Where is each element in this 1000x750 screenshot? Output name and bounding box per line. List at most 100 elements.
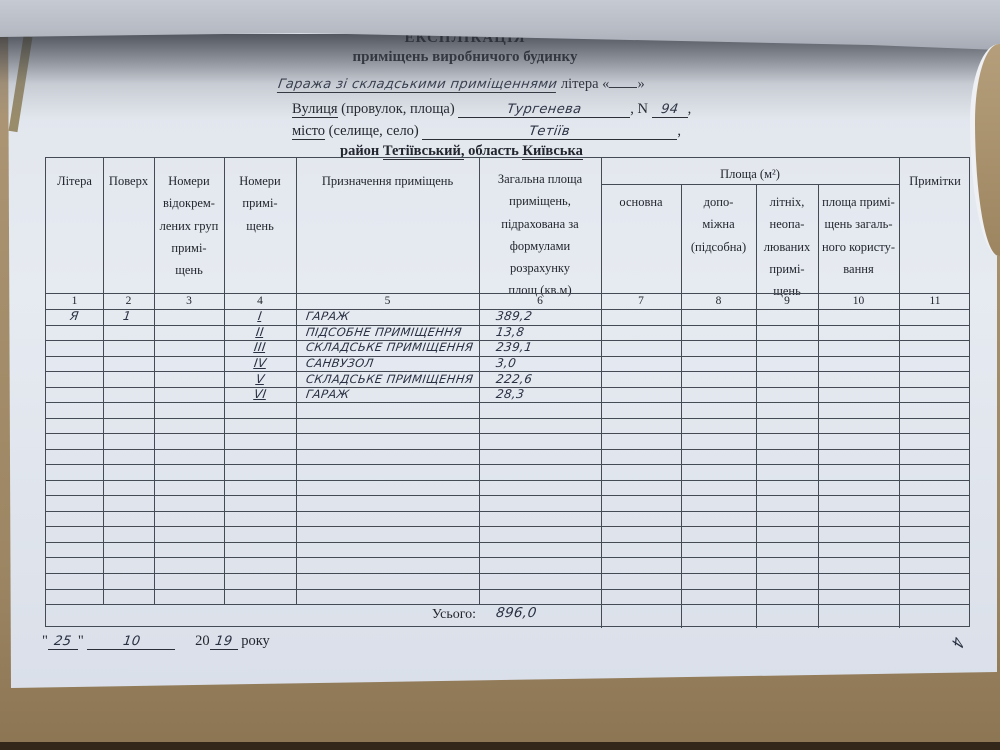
table-hline: [46, 433, 969, 435]
city-label: місто: [292, 123, 326, 140]
hw-room-number: II: [255, 325, 265, 339]
table-hline: [46, 417, 969, 419]
row-number: III: [232, 340, 288, 355]
hw-page-number: 4: [948, 634, 967, 652]
hw-area: 3,0: [495, 356, 518, 370]
street-number-handwritten: 94: [660, 102, 680, 117]
region-middle: область: [468, 143, 519, 159]
col-header-prymitky: Примітки: [909, 174, 961, 188]
col-header-purpose: Призначення приміщень: [321, 174, 454, 188]
street-label-rest: (провулок, площа): [337, 101, 455, 117]
row-area: 239,1: [495, 340, 586, 355]
explication-table: Літера Поверх Номери відокрем- лених гру…: [45, 157, 970, 628]
col-header-poverh: Поверх: [108, 174, 149, 188]
city-handwritten-value: Тетіїв: [528, 124, 572, 139]
col-header-litera: Літера: [57, 174, 92, 188]
month-field: 10: [87, 634, 176, 650]
year-suffix: року: [241, 633, 270, 649]
total-label: Усього:: [431, 607, 476, 622]
city-label-rest: (селище, село): [325, 123, 419, 139]
hw-room-number: V: [254, 372, 266, 386]
street-label: Вулиця: [292, 101, 338, 118]
table-vline: [681, 184, 682, 628]
table-hline: [46, 293, 969, 294]
hw-area: 28,3: [495, 387, 526, 401]
column-number: 8: [715, 295, 722, 307]
row-purpose: ГАРАЖ: [305, 309, 506, 324]
street-value-field: Тургенева: [458, 102, 631, 118]
table-vline: [899, 158, 900, 628]
hw-room-number: IV: [252, 356, 268, 370]
row-purpose: ПІДСОБНЕ ПРИМІЩЕННЯ: [305, 325, 506, 340]
hw-room-number: VI: [252, 387, 268, 401]
table-vline: [601, 158, 602, 628]
document-subtitle: приміщень виробничого будинку: [352, 49, 578, 65]
object-handwritten-value: Гаража зі складськими приміщеннями: [276, 77, 559, 93]
object-line: Гаража зі складськими приміщеннями літер…: [276, 76, 645, 93]
row-purpose: САНВУЗОЛ: [305, 356, 506, 371]
col-header-group-numbers: Номери відокрем- лених груп примі- щень: [159, 174, 219, 278]
row-number: V: [232, 372, 288, 387]
table-hline: [46, 510, 969, 512]
row-floor: 1: [108, 309, 146, 324]
col-header-room-numbers: Номери примі- щень: [239, 174, 281, 233]
table-hline: [46, 573, 969, 574]
hw-year: 19: [213, 634, 234, 649]
litera-blank-field: [609, 87, 638, 88]
hw-purpose: ГАРАЖ: [305, 387, 351, 401]
page-number: 4: [947, 634, 967, 652]
col-header-zagalnogo: площа примі- щень загаль- ного користу- …: [821, 195, 896, 276]
table-hline: [46, 464, 969, 466]
hw-room-number: I: [257, 309, 263, 323]
street-line: Вулиця (провулок, площа) Тургенева , N 94…: [292, 101, 691, 118]
hw-area: 239,1: [495, 340, 534, 354]
column-number: 1: [71, 295, 78, 307]
city-tail: ,: [677, 123, 682, 139]
region-line: район Тетіївський, область Київська: [340, 143, 583, 160]
table-hline: [46, 309, 969, 310]
hw-day: 25: [53, 634, 73, 649]
hw-total: 896,0: [494, 605, 538, 621]
table-vline: [103, 158, 104, 604]
row-purpose: СКЛАДСЬКЕ ПРИМІЩЕННЯ: [305, 340, 506, 355]
hw-purpose: ПІДСОБНЕ ПРИМІЩЕННЯ: [305, 325, 463, 339]
hw-area: 13,8: [495, 325, 526, 339]
table-vline: [224, 158, 225, 604]
hw-area: 389,2: [495, 309, 534, 323]
table-hline: [46, 526, 969, 528]
row-area: 3,0: [495, 356, 586, 371]
region-prefix: район: [340, 143, 380, 159]
city-line: місто (селище, село) Тетіїв,: [292, 123, 681, 140]
column-number: 7: [638, 295, 644, 307]
litera-close: »: [637, 76, 645, 92]
table-vline: [818, 184, 819, 628]
day-field: 25: [47, 634, 78, 650]
date-line: " 25 " 10 20 19 року: [42, 633, 270, 650]
column-number: 5: [384, 295, 391, 307]
row-number: II: [232, 325, 288, 340]
total-value: 896,0: [494, 605, 538, 621]
hw-room-number: III: [253, 340, 267, 354]
row-litera: Я: [54, 309, 95, 324]
close-quote: ": [77, 633, 84, 649]
table-vline: [296, 158, 297, 604]
row-number: I: [232, 309, 288, 324]
col-header-total-area: Загальна площа приміщень, підрахована за…: [497, 172, 583, 298]
table-hline: [46, 371, 969, 373]
row-number: VI: [232, 387, 288, 402]
table-hline: [46, 386, 969, 388]
column-number: 2: [125, 295, 132, 307]
row-purpose: СКЛАДСЬКЕ ПРИМІЩЕННЯ: [305, 372, 506, 387]
hw-purpose: СКЛАДСЬКЕ ПРИМІЩЕННЯ: [305, 372, 475, 386]
street-number-label: , N: [630, 101, 649, 117]
cardboard-bottom-edge: [0, 742, 1000, 750]
open-quote: ": [42, 633, 48, 649]
hw-purpose: ГАРАЖ: [305, 309, 351, 323]
row-number: IV: [232, 356, 288, 371]
litera-label: літера «: [560, 76, 610, 92]
row-area: 13,8: [495, 325, 586, 340]
street-handwritten-value: Тургенева: [506, 102, 583, 117]
year-field: 19: [209, 634, 238, 650]
